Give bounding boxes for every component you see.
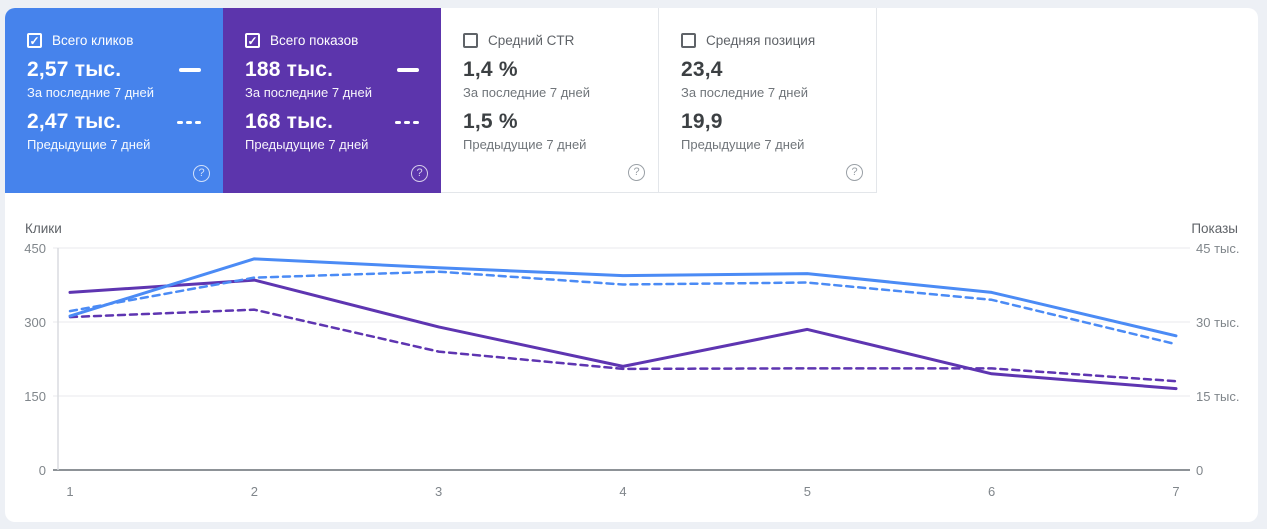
help-icon[interactable]: ? (193, 165, 210, 182)
metric-caption-current: За последние 7 дней (27, 85, 154, 100)
checkmark-icon: ✓ (29, 33, 40, 48)
metric-value-current: 2,57 тыс. (27, 58, 122, 81)
metric-card-total-impressions[interactable]: ✓ Всего показов 188 тыс. За последние 7 … (223, 8, 441, 193)
left-tick-label: 450 (24, 241, 46, 256)
checkbox-unchecked[interactable] (681, 33, 696, 48)
metric-caption-current: За последние 7 дней (463, 85, 590, 100)
metric-card-average-ctr[interactable]: Средний CTR 1,4 % За последние 7 дней 1,… (441, 8, 659, 193)
x-tick-label: 1 (66, 484, 73, 499)
metric-caption-previous: Предыдущие 7 дней (245, 137, 369, 152)
chart-line (68, 257, 1178, 338)
help-icon[interactable]: ? (846, 164, 863, 181)
metric-caption-previous: Предыдущие 7 дней (463, 137, 587, 152)
help-icon[interactable]: ? (411, 165, 428, 182)
solid-line-icon (397, 68, 419, 72)
help-icon[interactable]: ? (628, 164, 645, 181)
right-tick-label: 45 тыс. (1196, 241, 1239, 256)
performance-chart: Клики Показы 450 45 тыс. 300 30 тыс. 150 15 тыс… (5, 193, 1258, 522)
metric-card-title: Средний CTR (488, 33, 575, 48)
right-tick-label: 30 тыс. (1196, 315, 1239, 330)
metric-value-previous: 2,47 тыс. (27, 110, 122, 133)
metric-caption-previous: Предыдущие 7 дней (27, 137, 151, 152)
x-tick-label: 4 (619, 484, 626, 499)
metric-card-title: Всего показов (270, 33, 359, 48)
metric-caption-current: За последние 7 дней (245, 85, 372, 100)
metric-card-average-position[interactable]: Средняя позиция 23,4 За последние 7 дней… (659, 8, 877, 193)
metric-card-total-clicks[interactable]: ✓ Всего кликов 2,57 тыс. За последние 7 … (5, 8, 223, 193)
metric-value-current: 1,4 % (463, 58, 518, 81)
left-tick-label: 300 (24, 315, 46, 330)
x-tick-label: 6 (988, 484, 995, 499)
right-tick-label: 15 тыс. (1196, 389, 1239, 404)
left-axis-title: Клики (25, 221, 62, 236)
left-tick-label: 0 (39, 463, 46, 478)
chart-line (68, 278, 1178, 391)
chart-line (68, 270, 1178, 346)
left-tick-label: 150 (24, 389, 46, 404)
right-tick-label: 0 (1196, 463, 1203, 478)
solid-line-icon (179, 68, 201, 72)
dashed-line-icon (395, 120, 419, 124)
metric-value-previous: 1,5 % (463, 110, 518, 133)
performance-panel: ✓ Всего кликов 2,57 тыс. За последние 7 … (5, 8, 1258, 522)
metric-card-title: Средняя позиция (706, 33, 816, 48)
chart-line (68, 308, 1178, 383)
x-tick-label: 7 (1172, 484, 1179, 499)
metric-cards-row: ✓ Всего кликов 2,57 тыс. За последние 7 … (5, 8, 1258, 193)
checkbox-checked[interactable]: ✓ (245, 33, 260, 48)
checkmark-icon: ✓ (247, 33, 258, 48)
metric-value-previous: 168 тыс. (245, 110, 334, 133)
metric-value-current: 23,4 (681, 58, 723, 81)
checkbox-unchecked[interactable] (463, 33, 478, 48)
metric-caption-current: За последние 7 дней (681, 85, 808, 100)
dashed-line-icon (177, 120, 201, 124)
checkbox-checked[interactable]: ✓ (27, 33, 42, 48)
x-tick-label: 2 (251, 484, 258, 499)
right-axis-title: Показы (1191, 221, 1238, 236)
metric-caption-previous: Предыдущие 7 дней (681, 137, 805, 152)
x-tick-label: 3 (435, 484, 442, 499)
x-tick-label: 5 (804, 484, 811, 499)
metric-card-title: Всего кликов (52, 33, 134, 48)
metric-value-current: 188 тыс. (245, 58, 334, 81)
metric-value-previous: 19,9 (681, 110, 723, 133)
